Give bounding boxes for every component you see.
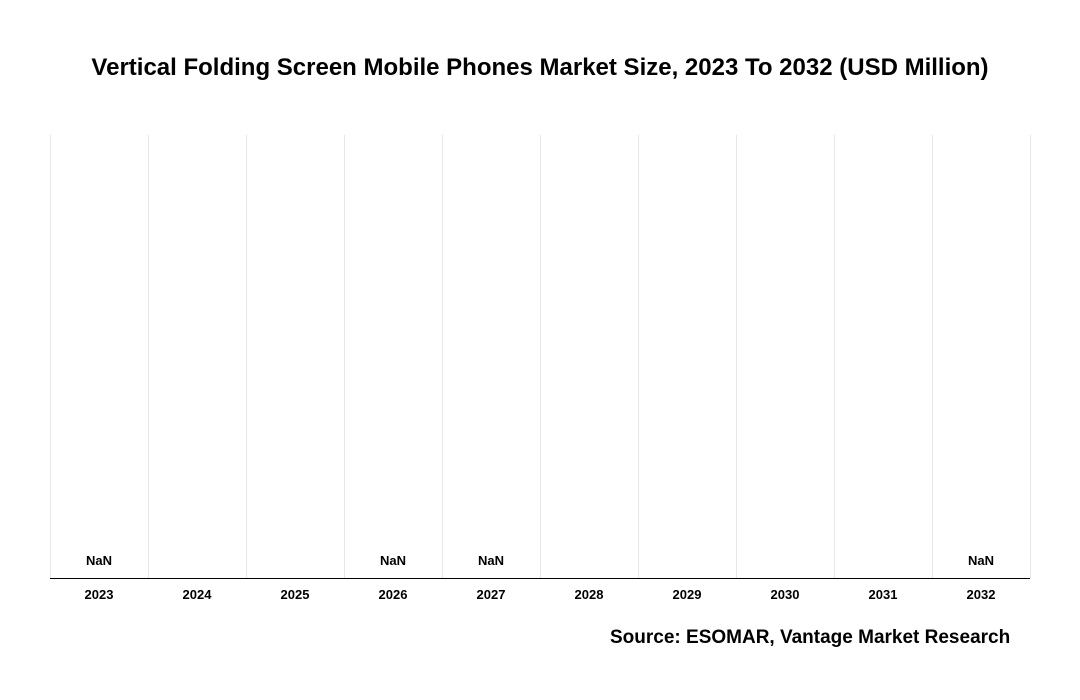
bar-slot: 2030 [736, 135, 834, 578]
bar-slot: 2024 [148, 135, 246, 578]
bar-slot: 2029 [638, 135, 736, 578]
bar-slot: 2025 [246, 135, 344, 578]
x-axis-label: 2029 [638, 587, 736, 602]
x-axis-label: 2032 [932, 587, 1030, 602]
x-axis-label: 2023 [50, 587, 148, 602]
bar-slot: NaN2027 [442, 135, 540, 578]
x-axis-label: 2028 [540, 587, 638, 602]
bar-slot: 2028 [540, 135, 638, 578]
bar-slot: NaN2023 [50, 135, 148, 578]
chart-source-text: Source: ESOMAR, Vantage Market Research [610, 627, 1010, 649]
bar-slot: 2031 [834, 135, 932, 578]
chart-plot-area: NaN202320242025NaN2026NaN202720282029203… [50, 135, 1030, 579]
gridline [1030, 135, 1031, 578]
x-axis-label: 2030 [736, 587, 834, 602]
x-axis-label: 2026 [344, 587, 442, 602]
bar-slot: NaN2032 [932, 135, 1030, 578]
bar-value-label: NaN [442, 553, 540, 568]
x-axis-label: 2031 [834, 587, 932, 602]
bar-value-label: NaN [344, 553, 442, 568]
bar-value-label: NaN [932, 553, 1030, 568]
x-axis-label: 2027 [442, 587, 540, 602]
chart-title: Vertical Folding Screen Mobile Phones Ma… [50, 54, 1030, 82]
bar-value-label: NaN [50, 553, 148, 568]
bar-slot: NaN2026 [344, 135, 442, 578]
x-axis-label: 2025 [246, 587, 344, 602]
x-axis-label: 2024 [148, 587, 246, 602]
